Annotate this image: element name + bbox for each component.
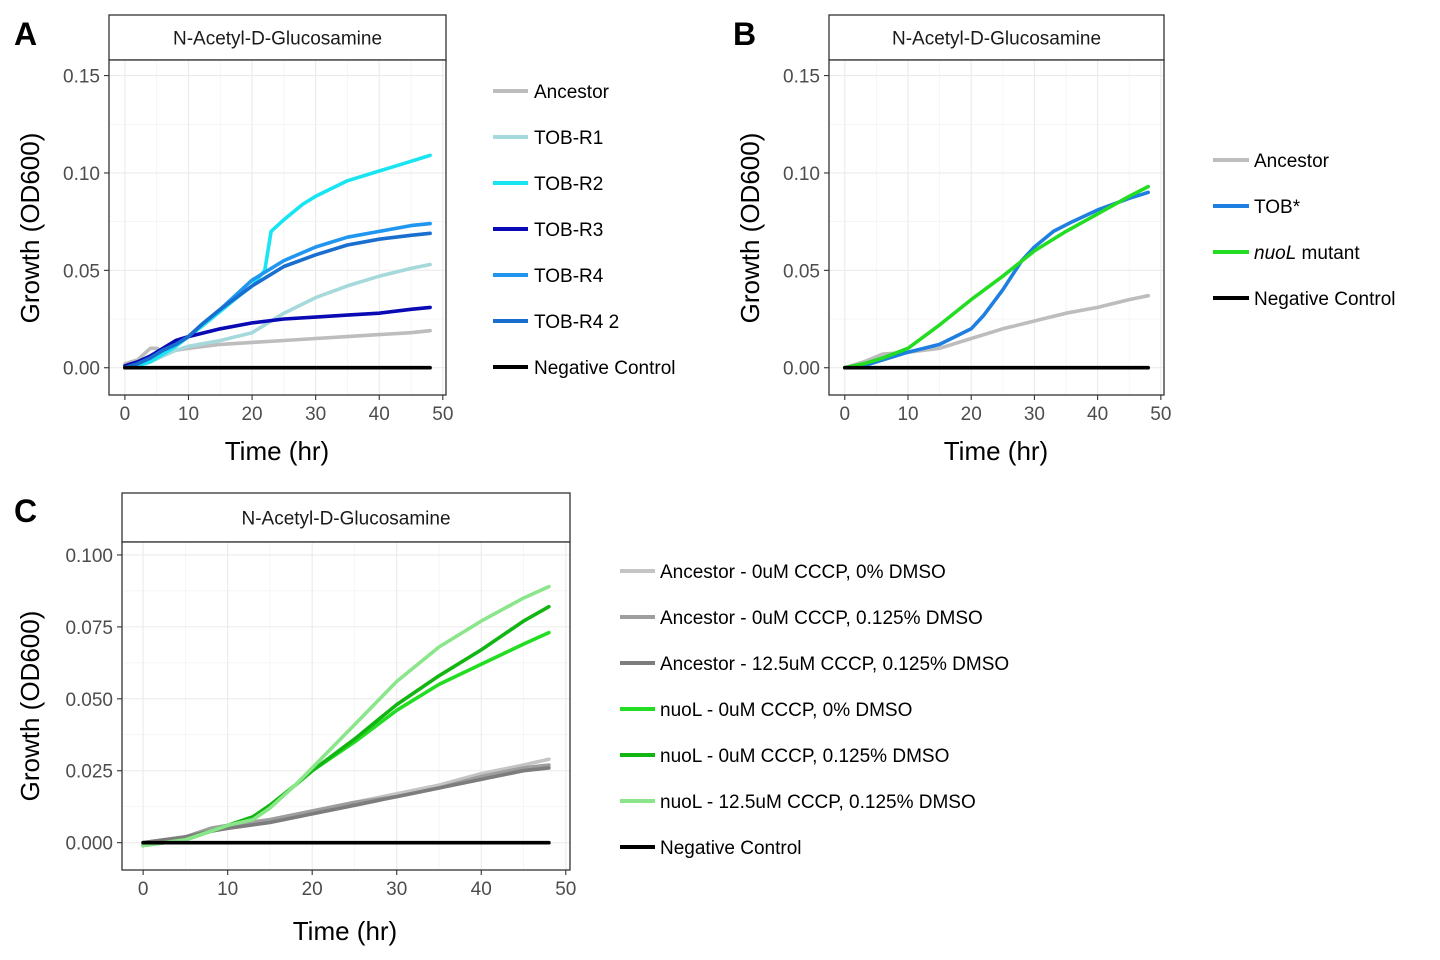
panel-b: B N-Acetyl-D-Glucosamine 0 10 20 30 40 50 0.00 0.… (733, 14, 1396, 466)
series-line-0 (123, 328, 432, 366)
panel-border (108, 59, 447, 396)
legend: Ancestor TOB* nuoL mutant Negative Control (1213, 151, 1396, 310)
x-axis-title: Time (hr) (225, 436, 329, 466)
y-tick-label: 0.15 (783, 67, 820, 88)
x-tick-label: 10 (217, 879, 238, 900)
legend-label-0: Ancestor (1254, 151, 1330, 172)
legend-label-5: nuoL - 12.5uM CCCP, 0.125% DMSO (660, 792, 976, 813)
panel-border (121, 541, 571, 871)
plot-background (829, 60, 1164, 395)
x-tick-label: 20 (302, 879, 323, 900)
x-axis-title: Time (hr) (944, 436, 1048, 466)
legend-label-4: TOB-R4 (534, 266, 604, 287)
facet-strip (108, 14, 447, 61)
x-tick-label: 30 (305, 404, 326, 425)
panel-border (828, 59, 1165, 396)
y-axis-title: Growth (OD600) (15, 133, 45, 324)
plot-background (122, 542, 570, 870)
legend-label-1: Ancestor - 0uM CCCP, 0.125% DMSO (660, 608, 983, 629)
series-line-1 (842, 190, 1150, 370)
panel-letter: B (733, 16, 756, 52)
panel-letter: A (14, 16, 37, 52)
legend-label-1: TOB* (1254, 197, 1301, 218)
series-line-1 (141, 763, 551, 845)
y-tick-label: 0.10 (783, 164, 820, 185)
facet-strip-label: N-Acetyl-D-Glucosamine (892, 29, 1101, 50)
facet-strip (121, 492, 571, 543)
x-tick-label: 50 (1150, 404, 1171, 425)
x-tick-label: 20 (241, 404, 262, 425)
series-line-5 (141, 584, 551, 848)
series-line-0 (842, 293, 1150, 370)
legend-label-4: nuoL - 0uM CCCP, 0.125% DMSO (660, 746, 949, 767)
y-tick-label: 0.050 (65, 690, 113, 711)
panel-c: C N-Acetyl-D-Glucosamine 0 10 20 30 40 50 0.000 0… (14, 492, 1009, 946)
series-line-2 (842, 184, 1150, 370)
x-tick-label: 30 (1024, 404, 1045, 425)
legend-label-0: Ancestor - 0uM CCCP, 0% DMSO (660, 562, 946, 583)
x-tick-label: 40 (1087, 404, 1108, 425)
series-group (123, 153, 432, 370)
x-tick-label: 0 (138, 879, 149, 900)
x-tick-label: 40 (471, 879, 492, 900)
x-tick-label: 40 (369, 404, 390, 425)
y-tick-label: 0.15 (63, 67, 100, 88)
legend-label-2: Ancestor - 12.5uM CCCP, 0.125% DMSO (660, 654, 1009, 675)
legend-label-3: TOB-R3 (534, 220, 603, 241)
x-tick-label: 30 (386, 879, 407, 900)
y-axis-title: Growth (OD600) (15, 611, 45, 802)
x-tick-label: 0 (840, 404, 851, 425)
series-line-5 (123, 231, 432, 370)
legend-label-3: Negative Control (1254, 289, 1396, 310)
y-tick-label: 0.00 (783, 359, 820, 380)
facet-strip-label: N-Acetyl-D-Glucosamine (241, 509, 450, 530)
y-tick-label: 0.100 (65, 546, 113, 567)
series-group (842, 184, 1150, 370)
legend-label-1: TOB-R1 (534, 128, 603, 149)
legend-label-5: TOB-R4 2 (534, 312, 619, 333)
y-tick-label: 0.075 (65, 618, 113, 639)
x-axis-title: Time (hr) (293, 916, 397, 946)
legend: Ancestor TOB-R1 TOB-R2 TOB-R3 TOB-R4 TOB-R4 2… (493, 82, 676, 379)
gridlines (122, 542, 570, 870)
legend-label-6: Negative Control (534, 358, 676, 379)
gridlines (829, 60, 1164, 395)
x-tick-label: 10 (897, 404, 918, 425)
series-group (141, 584, 551, 848)
x-tick-label: 20 (961, 404, 982, 425)
y-tick-label: 0.025 (65, 762, 113, 783)
y-tick-label: 0.05 (783, 261, 820, 282)
x-tick-label: 10 (178, 404, 199, 425)
x-tick-label: 50 (555, 879, 576, 900)
legend: Ancestor - 0uM CCCP, 0% DMSO Ancestor - 0… (620, 562, 1009, 859)
y-tick-label: 0.05 (63, 261, 100, 282)
legend-label-3: nuoL - 0uM CCCP, 0% DMSO (660, 700, 912, 721)
facet-strip-label: N-Acetyl-D-Glucosamine (173, 29, 382, 50)
y-tick-label: 0.000 (65, 834, 113, 855)
y-tick-label: 0.00 (63, 359, 100, 380)
y-tick-label: 0.10 (63, 164, 100, 185)
legend-label-6: Negative Control (660, 838, 802, 859)
panel-letter: C (14, 493, 37, 529)
facet-strip (828, 14, 1165, 61)
x-tick-label: 0 (120, 404, 131, 425)
legend-label-0: Ancestor (534, 82, 610, 103)
legend-label-2: nuoL mutant (1254, 243, 1360, 264)
legend-label-2: TOB-R2 (534, 174, 603, 195)
y-axis-title: Growth (OD600) (735, 133, 765, 324)
panel-a: A N-Acetyl-D-Glucosamine 0 10 20 30 40 50 0.00 0.… (14, 14, 676, 466)
x-tick-label: 50 (432, 404, 453, 425)
